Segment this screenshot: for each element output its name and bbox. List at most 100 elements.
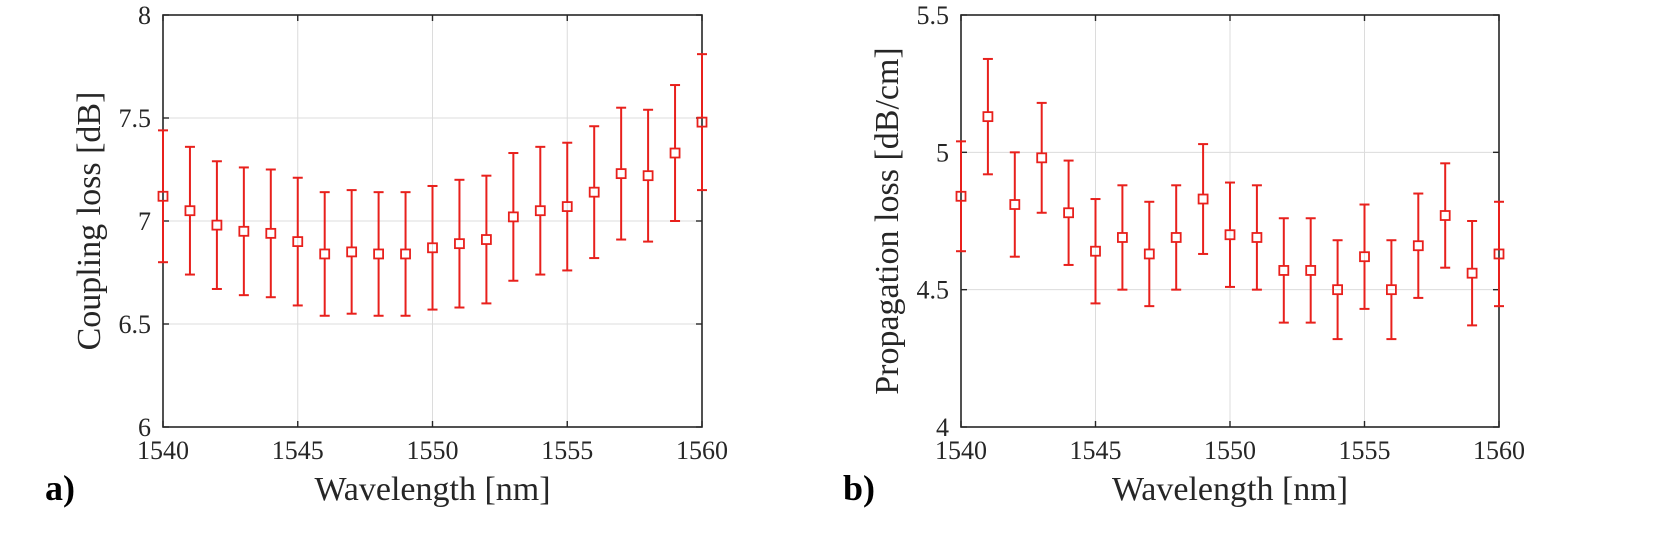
error-bar (1359, 203, 1370, 310)
coupling-loss-chart: 1540 1545 1550 1555 1560 6 6.5 7 7.5 8 Coupling l… (45, 1, 728, 508)
data-point (615, 168, 627, 180)
error-bar (238, 166, 249, 297)
error-bar (1009, 151, 1020, 258)
data-point (1386, 284, 1397, 296)
error-bar (184, 145, 195, 276)
y-axis-label: Coupling loss [dB] (71, 92, 108, 351)
panel-label: b) (843, 468, 875, 508)
y-tick-label: 7.5 (119, 104, 152, 133)
error-bar (1467, 220, 1478, 327)
error-bar (697, 53, 707, 192)
data-point (427, 242, 438, 254)
error-bar (508, 152, 519, 282)
error-bar (1117, 184, 1128, 291)
error-bar (427, 184, 438, 311)
error-bar (562, 141, 573, 272)
data-point (373, 248, 385, 260)
y-tick-label: 6.5 (119, 310, 152, 339)
data-point (1009, 199, 1021, 210)
data-point (238, 225, 250, 237)
error-bar (982, 57, 993, 176)
axis-ticks: 1540 1545 1550 1555 1560 4 4.5 5 5.5 (917, 1, 1526, 465)
x-tick-label: 1550 (1204, 436, 1256, 465)
error-bars (158, 53, 707, 317)
error-bar (616, 106, 627, 241)
y-axis-label: Propagation loss [dB/cm] (869, 47, 906, 395)
error-bar (535, 145, 546, 276)
data-point (184, 205, 196, 217)
data-point (534, 205, 546, 217)
error-bar (1063, 159, 1074, 266)
data-point (955, 190, 967, 202)
error-bar (1198, 143, 1209, 255)
error-bar (265, 168, 276, 299)
data-point (1493, 248, 1505, 260)
error-bar (346, 189, 357, 315)
error-bar (643, 108, 654, 243)
data-point (1197, 193, 1209, 205)
error-bar (292, 176, 303, 307)
data-point (454, 238, 465, 250)
data-point (1117, 232, 1128, 243)
y-tick-label: 5.5 (917, 1, 950, 30)
data-point (1466, 267, 1478, 279)
data-points (955, 111, 1505, 296)
data-point (507, 211, 519, 223)
data-point (669, 147, 681, 159)
x-tick-label: 1555 (1339, 436, 1391, 465)
y-tick-label: 6 (138, 413, 151, 442)
error-bar (589, 125, 600, 260)
data-point (1170, 232, 1182, 243)
data-point (1224, 229, 1236, 241)
y-tick-label: 8 (138, 1, 151, 30)
data-point (157, 190, 169, 202)
x-tick-label: 1560 (1473, 436, 1525, 465)
error-bar (1144, 200, 1155, 308)
data-point (400, 248, 411, 260)
data-point (1063, 207, 1074, 219)
error-bar (1332, 239, 1343, 341)
data-point (1359, 251, 1370, 263)
x-axis-label: Wavelength [nm] (314, 471, 550, 508)
data-point (480, 234, 492, 245)
y-tick-label: 4.5 (917, 276, 950, 305)
error-bar (1413, 192, 1424, 299)
data-point (211, 219, 223, 231)
x-tick-label: 1545 (272, 436, 324, 465)
data-point (1090, 245, 1101, 257)
x-axis-label: Wavelength [nm] (1112, 471, 1348, 508)
data-point (1278, 265, 1290, 276)
x-tick-label: 1540 (137, 436, 189, 465)
data-point (1305, 265, 1317, 276)
data-point (982, 111, 994, 123)
x-tick-label: 1540 (935, 436, 987, 465)
error-bar (1305, 217, 1316, 324)
panel-label: a) (45, 468, 75, 508)
error-bar (1494, 200, 1504, 308)
error-bar (1171, 184, 1182, 291)
error-bar (373, 191, 384, 317)
error-bars (956, 57, 1504, 341)
error-bar (670, 84, 681, 222)
data-point (1251, 232, 1263, 243)
data-point (1143, 248, 1155, 260)
data-point (319, 248, 331, 260)
x-tick-label: 1550 (407, 436, 459, 465)
data-points (157, 116, 708, 260)
error-bar (400, 191, 411, 317)
data-point (265, 227, 277, 239)
y-tick-label: 4 (936, 413, 949, 442)
data-point (1439, 210, 1451, 221)
data-point (642, 170, 654, 182)
error-bar (1090, 198, 1101, 305)
data-point (696, 116, 708, 128)
x-tick-label: 1545 (1070, 436, 1122, 465)
x-tick-label: 1555 (541, 436, 593, 465)
error-bar (1036, 101, 1047, 214)
error-bar (1225, 181, 1235, 288)
error-bar (956, 140, 966, 253)
error-bar (319, 191, 330, 317)
data-point (346, 246, 358, 258)
axis-ticks: 1540 1545 1550 1555 1560 6 6.5 7 7.5 8 (119, 1, 729, 465)
